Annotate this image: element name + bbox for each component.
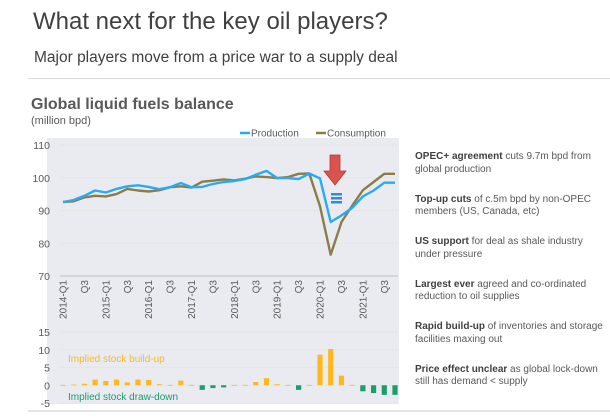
y-tick-label: 100 — [32, 173, 50, 185]
bar — [274, 384, 280, 386]
note-item: Largest ever agreed and co-ordinated red… — [415, 279, 607, 322]
x-tick-label: 2017-Q1 — [187, 280, 198, 319]
bar — [188, 384, 195, 386]
bar — [381, 385, 387, 395]
x-tick-label: 2015-Q1 — [101, 280, 112, 319]
bar — [199, 385, 205, 390]
y-tick-label: 90 — [38, 206, 50, 218]
note-bold: Top-up cuts — [415, 193, 472, 205]
x-tick-label: 2014-Q1 — [59, 280, 70, 319]
bar — [60, 384, 66, 386]
note-bold: Rapid build-up — [415, 321, 485, 332]
y-tick-label: 110 — [33, 140, 50, 152]
note-item: Price effect unclear as global lock-down… — [415, 364, 607, 407]
x-tick-label: Q3 — [380, 280, 391, 294]
bar — [253, 382, 259, 386]
note-text: for deal as shale industry under pressur… — [415, 236, 583, 260]
x-tick-label: Q3 — [123, 280, 134, 294]
bar — [296, 385, 302, 390]
chart-title: Global liquid fuels balance — [31, 96, 234, 113]
note-text: cuts 9.7m bpd from global production — [415, 151, 591, 175]
bar — [263, 378, 270, 386]
bar — [167, 384, 173, 386]
bar — [92, 379, 98, 386]
bar — [124, 382, 130, 386]
footer-rule — [28, 410, 610, 412]
chart-unit: (million bpd) — [31, 115, 91, 127]
bar — [81, 383, 88, 386]
bar — [392, 385, 398, 395]
bar — [71, 384, 77, 386]
bar — [146, 379, 152, 386]
divider — [28, 78, 610, 79]
note-text: of c.5m bpd by non-OPEC members (US, Can… — [415, 193, 591, 218]
bar — [156, 384, 162, 386]
note-text: agreed and co-ordinated reduction to oil… — [415, 278, 587, 303]
bar — [231, 384, 237, 386]
y-tick-label: 0 — [44, 380, 50, 392]
note-bold: OPEC+ agreement — [415, 151, 503, 162]
x-tick-label: Q3 — [294, 280, 305, 294]
note-item: Top-up cuts of c.5m bpd by non-OPEC memb… — [415, 194, 607, 237]
note-item: Rapid build-up of inventories and storag… — [415, 321, 607, 364]
bar — [317, 354, 323, 386]
notes-list: OPEC+ agreement cuts 9.7m bpd from globa… — [415, 151, 607, 406]
bar — [113, 379, 120, 386]
x-tick-label: Q3 — [251, 280, 262, 294]
bar — [210, 385, 216, 389]
note-bold: Largest ever — [415, 278, 475, 290]
bar — [349, 384, 355, 386]
legend-label: Consumption — [327, 129, 386, 140]
series-line-production — [62, 169, 395, 224]
series-line-consumption — [62, 172, 395, 256]
y-tick-label: -5 — [41, 398, 50, 410]
x-tick-label: Q3 — [208, 280, 219, 294]
bar — [360, 385, 366, 392]
legend-label: Production — [251, 129, 299, 140]
x-tick-label: Q3 — [166, 280, 177, 294]
bar — [135, 379, 141, 386]
bar — [178, 380, 184, 386]
x-tick-label: 2020-Q1 — [316, 280, 327, 319]
x-tick-label: Q3 — [80, 280, 91, 294]
y-tick-label: 70 — [38, 271, 50, 283]
bar — [328, 349, 334, 386]
slide-title: What next for the key oil players? — [33, 8, 388, 35]
bar — [242, 384, 248, 386]
slide-subtitle: Major players move from a price war to a… — [34, 49, 398, 66]
x-tick-label: Q3 — [337, 280, 348, 294]
bar — [221, 385, 227, 388]
y-tick-label: 15 — [38, 327, 50, 339]
y-tick-label: 5 — [44, 363, 50, 375]
down-arrow-icon — [323, 154, 347, 186]
x-tick-label: 2016-Q1 — [144, 280, 155, 319]
bar — [306, 384, 312, 386]
note-item: US support for deal as shale industry un… — [415, 236, 607, 279]
note-text: as global lock-down still has demand < s… — [415, 363, 598, 388]
bar — [285, 384, 291, 386]
note-bold: US support — [415, 236, 469, 247]
negative-label: Implied stock draw-down — [68, 392, 178, 403]
bar — [103, 380, 109, 386]
note-bold: Price effect unclear — [415, 363, 508, 375]
bar — [370, 385, 377, 394]
stacked-barrels-icon — [331, 193, 342, 204]
y-tick-label: 10 — [38, 345, 50, 357]
bar — [338, 375, 345, 386]
y-tick-label: 80 — [38, 238, 50, 250]
x-tick-label: 2018-Q1 — [230, 280, 241, 319]
x-tick-label: 2019-Q1 — [273, 280, 284, 319]
positive-label: Implied stock build-up — [68, 354, 165, 365]
note-text: of inventories and storage facilities ma… — [415, 321, 603, 345]
x-tick-label: 2021-Q1 — [358, 280, 369, 319]
note-item: OPEC+ agreement cuts 9.7m bpd from globa… — [415, 151, 607, 194]
